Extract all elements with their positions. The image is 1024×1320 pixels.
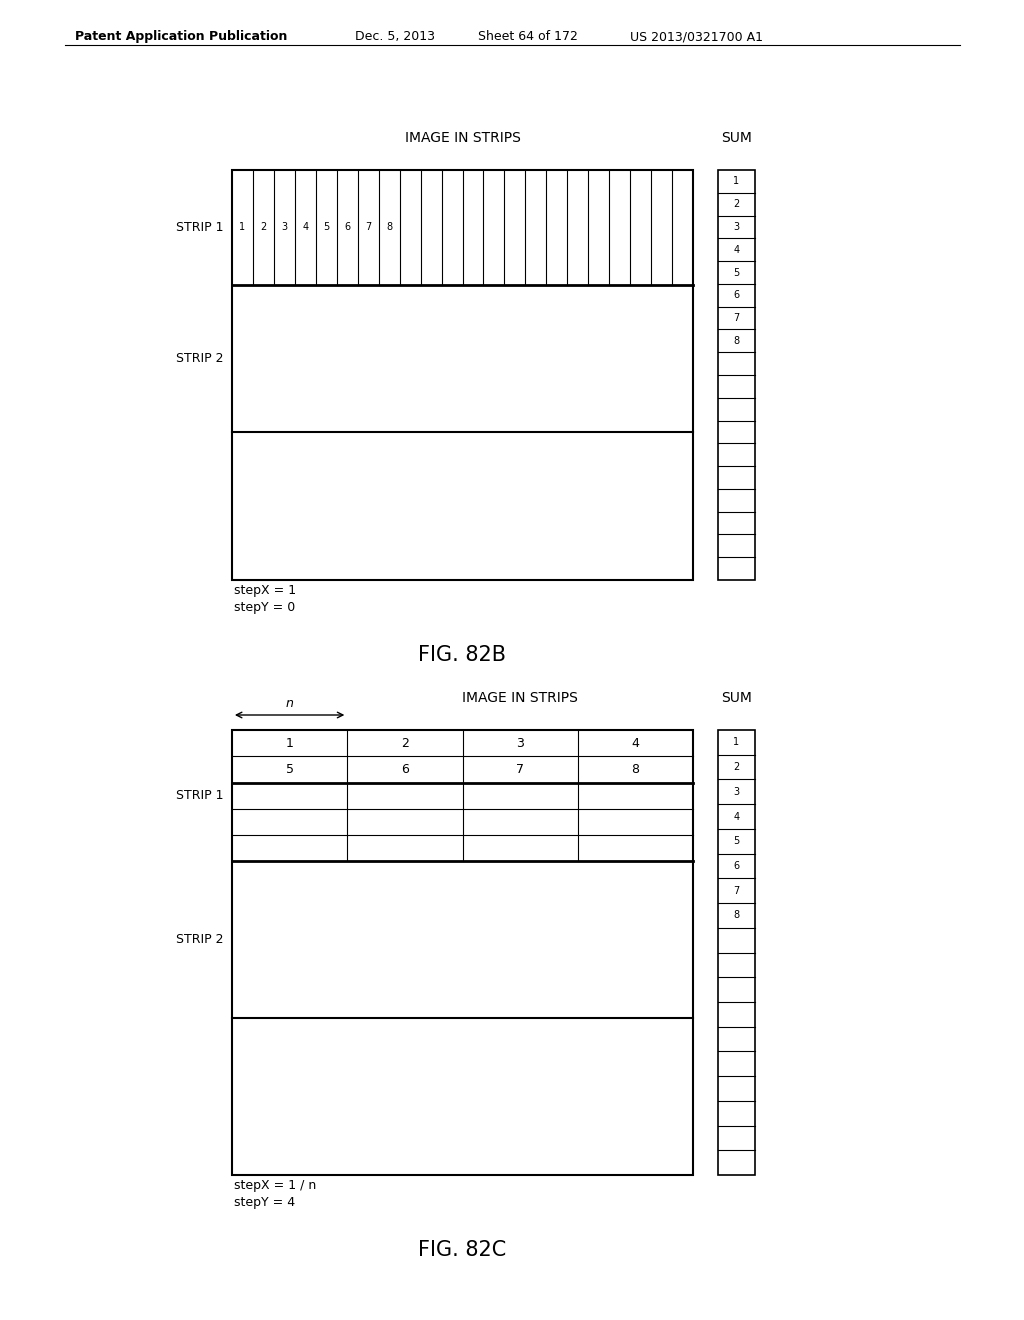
Text: 3: 3	[733, 787, 739, 797]
Text: 8: 8	[733, 335, 739, 346]
Text: 7: 7	[516, 763, 524, 776]
Text: 1: 1	[733, 738, 739, 747]
Text: 3: 3	[282, 222, 288, 232]
Text: Sheet 64 of 172: Sheet 64 of 172	[478, 30, 578, 44]
Text: 4: 4	[733, 244, 739, 255]
Text: stepX = 1
stepY = 0: stepX = 1 stepY = 0	[234, 583, 296, 614]
Text: 4: 4	[733, 812, 739, 821]
Text: stepX = 1 / n
stepY = 4: stepX = 1 / n stepY = 4	[234, 1179, 316, 1209]
Bar	[232, 170, 693, 579]
Text: IMAGE IN STRIPS: IMAGE IN STRIPS	[404, 131, 520, 145]
Text: 5: 5	[733, 268, 739, 277]
Text: 3: 3	[733, 222, 739, 232]
Text: 3: 3	[516, 737, 524, 750]
Bar	[232, 730, 693, 1175]
Text: 4: 4	[632, 737, 639, 750]
Text: STRIP 2: STRIP 2	[176, 352, 224, 366]
Text: SUM: SUM	[721, 690, 752, 705]
Text: Patent Application Publication: Patent Application Publication	[75, 30, 288, 44]
Text: 1: 1	[733, 177, 739, 186]
Text: 1: 1	[240, 222, 246, 232]
Text: FIG. 82B: FIG. 82B	[419, 645, 507, 665]
Text: 6: 6	[344, 222, 350, 232]
Text: 7: 7	[733, 313, 739, 323]
Text: Dec. 5, 2013: Dec. 5, 2013	[355, 30, 435, 44]
Bar	[718, 170, 755, 579]
Text: STRIP 2: STRIP 2	[176, 933, 224, 946]
Text: IMAGE IN STRIPS: IMAGE IN STRIPS	[462, 690, 579, 705]
Text: 8: 8	[386, 222, 392, 232]
Text: 2: 2	[401, 737, 409, 750]
Text: SUM: SUM	[721, 131, 752, 145]
Text: STRIP 1: STRIP 1	[176, 789, 224, 803]
Text: 7: 7	[366, 222, 372, 232]
Text: n: n	[286, 697, 294, 710]
Text: 5: 5	[286, 763, 294, 776]
Text: 2: 2	[733, 199, 739, 209]
Text: 8: 8	[632, 763, 639, 776]
Text: 6: 6	[733, 290, 739, 300]
Text: 6: 6	[733, 861, 739, 871]
Text: 2: 2	[733, 762, 739, 772]
Bar	[718, 730, 755, 1175]
Text: 5: 5	[733, 837, 739, 846]
Text: 1: 1	[286, 737, 294, 750]
Text: STRIP 1: STRIP 1	[176, 220, 224, 234]
Text: FIG. 82C: FIG. 82C	[419, 1239, 507, 1261]
Text: US 2013/0321700 A1: US 2013/0321700 A1	[630, 30, 763, 44]
Text: 7: 7	[733, 886, 739, 896]
Text: 4: 4	[302, 222, 308, 232]
Text: 5: 5	[324, 222, 330, 232]
Text: 2: 2	[260, 222, 266, 232]
Text: 8: 8	[733, 911, 739, 920]
Text: 6: 6	[401, 763, 409, 776]
